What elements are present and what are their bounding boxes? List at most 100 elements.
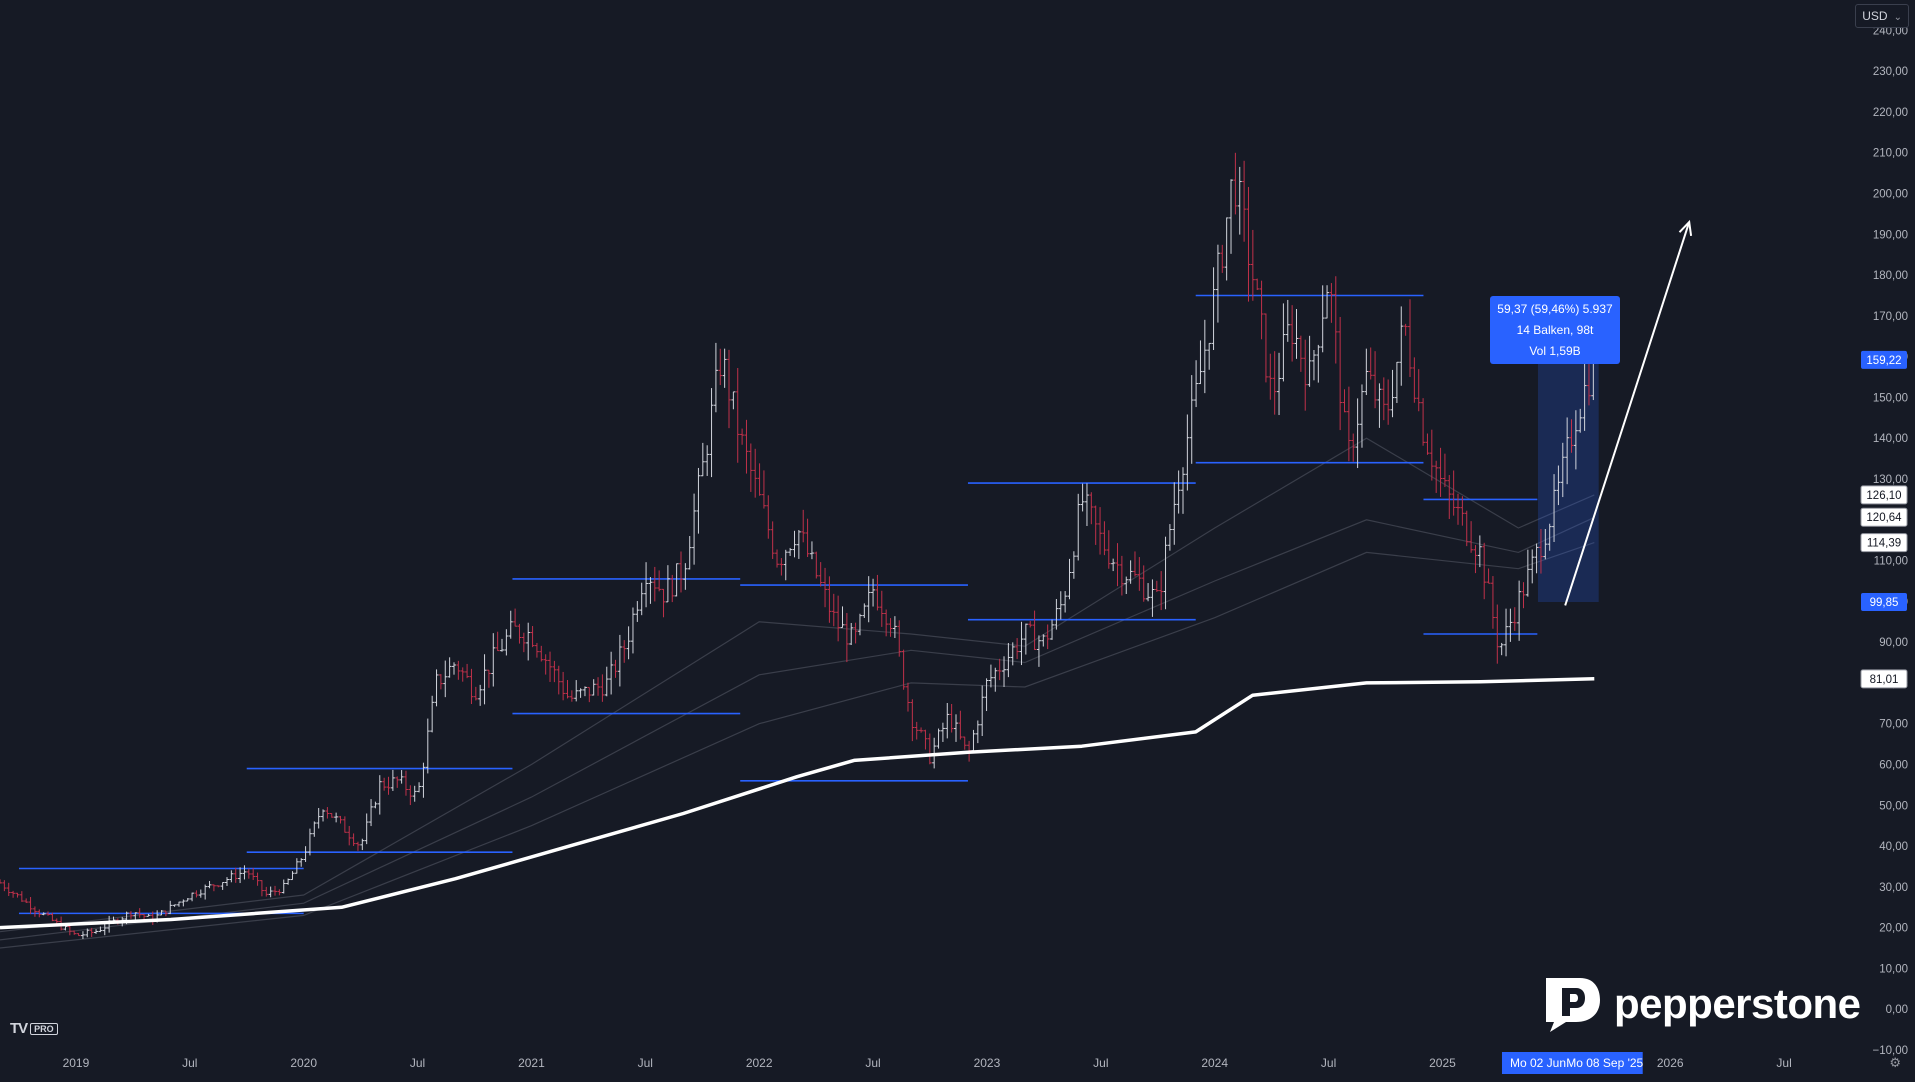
candlestick-series <box>0 152 1596 940</box>
candle <box>1333 276 1338 364</box>
candle <box>1552 474 1557 542</box>
candle <box>905 682 910 712</box>
candle <box>1098 507 1103 555</box>
candle <box>1578 408 1583 433</box>
candle <box>792 530 797 558</box>
candle <box>818 562 823 587</box>
currency-selector[interactable]: USD ⌄ <box>1855 4 1909 28</box>
candle <box>1586 359 1591 406</box>
candle <box>360 838 365 851</box>
candle <box>569 690 574 702</box>
candle <box>238 867 243 884</box>
y-tick-label: 150,00 <box>1873 392 1908 404</box>
x-tick-label: 2020 <box>290 1056 317 1070</box>
candle <box>1421 398 1426 446</box>
y-tick-label: 0,00 <box>1886 1004 1908 1016</box>
settings-gear-icon[interactable]: ⚙ <box>1889 1055 1901 1070</box>
candle <box>1224 217 1229 281</box>
candle <box>329 813 334 818</box>
candle <box>1477 535 1482 568</box>
candle <box>1521 582 1526 609</box>
candle <box>281 879 286 894</box>
candle <box>940 722 945 742</box>
candle <box>945 703 950 739</box>
candle <box>303 846 308 862</box>
candle <box>997 658 1002 681</box>
candle <box>1486 568 1491 584</box>
candle <box>469 668 474 705</box>
candle <box>1573 410 1578 470</box>
candle <box>1290 305 1295 362</box>
y-tick-label: 180,00 <box>1873 270 1908 282</box>
y-tick-label: 40,00 <box>1879 841 1908 853</box>
candle <box>1176 470 1181 514</box>
candle <box>1447 475 1452 519</box>
candle <box>412 785 417 802</box>
candle <box>190 892 195 902</box>
candle <box>1381 377 1386 421</box>
price-tag-bg <box>1861 592 1907 611</box>
candle <box>198 889 203 898</box>
candle <box>814 551 819 579</box>
candle <box>1534 543 1539 574</box>
candle <box>220 881 225 890</box>
x-tick-label: 2026 <box>1657 1056 1684 1070</box>
candle <box>1359 384 1364 448</box>
x-tick-label: Jul <box>865 1056 880 1070</box>
candle <box>159 910 164 916</box>
candle <box>72 930 77 935</box>
candle <box>875 574 880 611</box>
candle <box>382 777 387 791</box>
price-tag-bg <box>1860 533 1908 553</box>
candle <box>408 785 413 806</box>
x-tick-label: Jul <box>410 1056 425 1070</box>
candle <box>425 718 430 774</box>
candle <box>403 770 408 796</box>
candle <box>1512 607 1517 631</box>
candle <box>1329 283 1334 323</box>
candle <box>1194 360 1199 408</box>
candle <box>1167 524 1172 551</box>
price-tag-label: 81,01 <box>1870 674 1899 686</box>
candle <box>1146 583 1151 602</box>
candle <box>844 612 849 663</box>
candle <box>1377 383 1382 428</box>
time-axis[interactable]: 2019 Jul 2020 Jul 2021 Jul 2022 Jul 2023 Jul 2024 J… <box>63 1052 1792 1074</box>
candle <box>1482 542 1487 600</box>
candle <box>447 657 452 678</box>
y-tick-label: 30,00 <box>1879 882 1908 894</box>
candle <box>508 610 513 639</box>
candle <box>1263 313 1268 383</box>
candle <box>1242 160 1247 242</box>
candle <box>1180 467 1185 514</box>
candle <box>460 667 465 682</box>
candle <box>342 816 347 833</box>
candle <box>766 495 771 539</box>
candle <box>836 595 841 642</box>
candle <box>1538 528 1543 574</box>
candle <box>1106 530 1111 569</box>
measure-tooltip: 59,37 (59,46%) 5.937 14 Balken, 98t Vol … <box>1490 296 1620 364</box>
candle <box>775 549 780 568</box>
candle <box>1211 267 1216 351</box>
candle <box>1569 419 1574 453</box>
candle <box>801 509 806 543</box>
candle <box>390 769 395 791</box>
candle <box>0 879 2 884</box>
faint-ma-line-0 <box>0 516 1595 941</box>
candle <box>1250 229 1255 301</box>
candle <box>41 912 46 916</box>
candle <box>731 391 736 410</box>
candle <box>1438 447 1443 497</box>
candle <box>1394 361 1399 404</box>
candle <box>1189 375 1194 464</box>
candle <box>1386 379 1391 425</box>
candle <box>805 518 810 558</box>
candle <box>1002 656 1007 687</box>
candle <box>1530 549 1535 584</box>
candle <box>486 669 491 688</box>
candle <box>268 886 273 898</box>
candle <box>176 901 181 907</box>
